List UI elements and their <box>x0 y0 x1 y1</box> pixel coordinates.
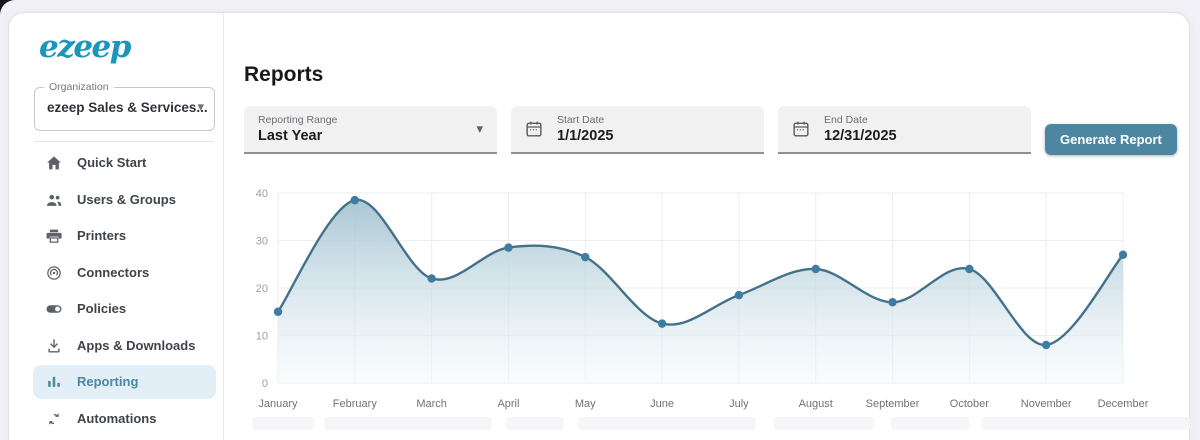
svg-text:June: June <box>650 398 674 410</box>
usage-chart: 0 10 20 30 40 January February March April May Jun… <box>246 179 1196 431</box>
sidebar-item-label: Users & Groups <box>77 191 176 207</box>
sidebar-item-label: Reporting <box>77 374 139 389</box>
start-date-label: Start Date <box>557 114 605 126</box>
chevron-down-icon: ▾ <box>197 99 204 114</box>
bar-chart-icon <box>45 373 63 391</box>
ezeep-logo: ezeep <box>39 29 131 65</box>
svg-text:February: February <box>333 398 378 410</box>
page-title: Reports <box>244 63 324 86</box>
reporting-range-label: Reporting Range <box>258 114 338 126</box>
reporting-range-field[interactable]: Reporting Range Last Year ▾ <box>244 106 497 154</box>
skeleton-row <box>246 417 1191 430</box>
sidebar-item-label: Policies <box>77 301 127 316</box>
start-date-field[interactable]: Start Date 1/1/2025 <box>511 106 764 154</box>
sidebar-item-label: Automations <box>77 410 157 426</box>
svg-text:40: 40 <box>256 188 268 200</box>
sync-icon <box>45 410 63 428</box>
sidebar-item-apps-downloads[interactable]: Apps & Downloads <box>33 329 216 363</box>
end-date-field[interactable]: End Date 12/31/2025 <box>778 106 1031 154</box>
printer-icon <box>45 227 63 245</box>
svg-text:May: May <box>575 398 596 410</box>
sidebar-item-label: Printers <box>77 228 127 243</box>
home-icon <box>45 154 63 172</box>
sidebar-item-label: Quick Start <box>77 155 147 170</box>
svg-text:September: September <box>866 398 920 410</box>
svg-text:October: October <box>950 398 989 410</box>
svg-text:July: July <box>729 398 749 410</box>
skeleton-bar <box>578 417 756 430</box>
sidebar-item-label: Connectors <box>77 264 150 280</box>
sidebar-item-connectors[interactable]: Connectors <box>33 256 216 290</box>
reporting-range-value: Last Year <box>258 128 323 144</box>
svg-text:April: April <box>497 398 519 410</box>
sidebar-item-automations[interactable]: Automations <box>33 402 216 436</box>
end-date-value: 12/31/2025 <box>824 128 897 144</box>
sidebar: ezeep Organization ezeep Sales & Service… <box>9 13 224 440</box>
svg-text:March: March <box>416 398 447 410</box>
start-date-value: 1/1/2025 <box>557 128 614 144</box>
svg-text:November: November <box>1021 398 1072 410</box>
svg-text:30: 30 <box>256 236 268 248</box>
organization-label: Organization <box>44 81 114 93</box>
download-icon <box>45 337 63 355</box>
svg-text:20: 20 <box>256 283 268 295</box>
end-date-label: End Date <box>824 114 868 126</box>
sidebar-item-label: Apps & Downloads <box>77 337 196 353</box>
connector-icon <box>45 264 63 282</box>
skeleton-bar <box>891 417 969 430</box>
generate-report-button[interactable]: Generate Report <box>1045 124 1177 155</box>
skeleton-bar <box>982 417 1190 430</box>
users-icon <box>45 191 63 209</box>
svg-text:10: 10 <box>256 331 268 343</box>
sidebar-nav: Quick Start Users & Groups Printers Connect… <box>33 146 216 438</box>
skeleton-bar <box>252 417 314 430</box>
skeleton-bar <box>506 417 564 430</box>
organization-value: ezeep Sales & Services... <box>47 100 208 115</box>
divider <box>34 141 214 142</box>
sidebar-item-printers[interactable]: Printers <box>33 219 216 253</box>
organization-select[interactable]: Organization ezeep Sales & Services... ▾ <box>34 81 215 131</box>
sidebar-item-reporting[interactable]: Reporting <box>33 365 216 399</box>
chevron-down-icon: ▾ <box>476 121 483 136</box>
sidebar-item-quick-start[interactable]: Quick Start <box>33 146 216 180</box>
sidebar-item-policies[interactable]: Policies <box>33 292 216 326</box>
svg-text:December: December <box>1098 398 1149 410</box>
svg-text:0: 0 <box>262 378 268 390</box>
svg-text:August: August <box>799 398 833 410</box>
calendar-icon <box>524 119 544 139</box>
calendar-icon <box>791 119 811 139</box>
sidebar-item-users-groups[interactable]: Users & Groups <box>33 183 216 217</box>
toggle-icon <box>45 300 63 318</box>
svg-text:January: January <box>258 398 298 410</box>
skeleton-bar <box>324 417 492 430</box>
main-card: ezeep Organization ezeep Sales & Service… <box>8 12 1190 440</box>
skeleton-bar <box>774 417 874 430</box>
